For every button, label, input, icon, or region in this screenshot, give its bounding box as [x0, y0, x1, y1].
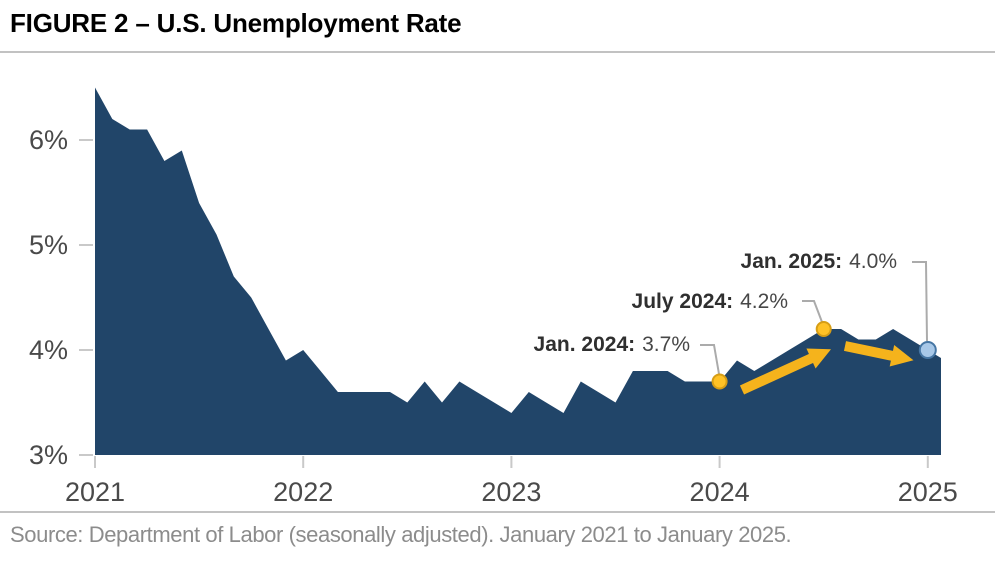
annotation-jan-2025-label: Jan. 2025: [740, 250, 843, 273]
source-note: Source: Department of Labor (seasonally … [10, 522, 792, 547]
leader-line [802, 300, 823, 323]
annotation-jan-2024: Jan. 2024: 3.7% [534, 333, 690, 356]
trend-arrow [739, 348, 832, 395]
marker-dot-yellow [815, 321, 832, 337]
annotation-july-2024-value: 4.2% [740, 290, 788, 313]
x-tick-label: 2021 [65, 477, 125, 507]
y-tick-label: 5% [29, 230, 68, 260]
marker-dot-blue [918, 341, 937, 359]
title-divider [0, 51, 995, 53]
y-tick-label: 3% [29, 440, 68, 470]
area-series [95, 87, 941, 455]
x-tick-label: 2022 [273, 477, 333, 507]
figure-title: FIGURE 2 – U.S. Unemployment Rate [10, 8, 462, 38]
y-tick-label: 6% [29, 125, 68, 155]
marker-dot-yellow [711, 373, 728, 390]
annotation-jan-2024-label: Jan. 2024: [533, 333, 636, 356]
trend-arrow [843, 341, 914, 367]
x-tick-label: 2025 [898, 477, 958, 507]
annotation-july-2024: July 2024: 4.2% [632, 290, 788, 313]
annotation-jan-2025-value: 4.0% [849, 250, 897, 273]
x-tick-label: 2024 [690, 477, 750, 507]
annotation-jan-2025: Jan. 2025: 4.0% [741, 250, 897, 273]
annotation-july-2024-label: July 2024: [631, 290, 734, 313]
y-tick-label: 4% [29, 335, 68, 365]
leader-line [912, 261, 928, 342]
x-tick-label: 2023 [481, 477, 541, 507]
leader-line [700, 344, 720, 375]
annotation-jan-2024-value: 3.7% [642, 333, 690, 356]
source-divider [0, 511, 995, 513]
